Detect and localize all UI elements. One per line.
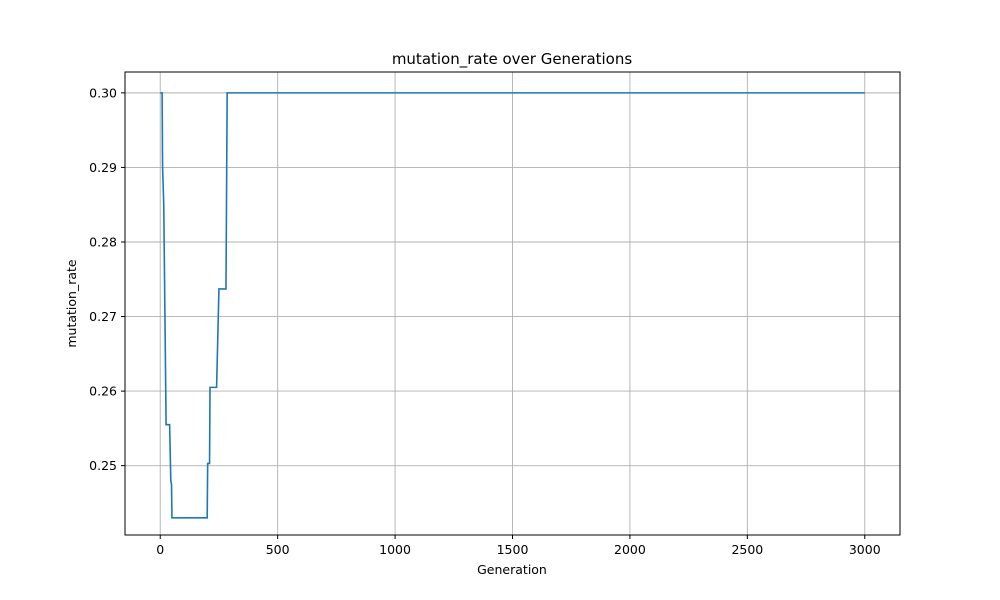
y-tick-label: 0.29 — [89, 160, 117, 175]
x-tick-label: 2500 — [731, 542, 763, 557]
x-tick-label: 3000 — [849, 542, 881, 557]
x-tick-label: 0 — [156, 542, 164, 557]
x-axis-label: Generation — [477, 562, 547, 577]
y-tick-label: 0.28 — [89, 234, 117, 249]
y-tick-label: 0.25 — [89, 458, 117, 473]
x-tick-label: 1000 — [379, 542, 411, 557]
x-tick-label: 2000 — [614, 542, 646, 557]
x-tick-label: 1500 — [497, 542, 529, 557]
y-tick-label: 0.27 — [89, 309, 117, 324]
x-tick-label: 500 — [266, 542, 290, 557]
tick-layer: 0 500 1000 1500 2000 2500 3000 0.25 0.26 0.27 0.28… — [89, 85, 881, 557]
grid-layer — [125, 72, 900, 535]
y-tick-label: 0.26 — [89, 384, 117, 399]
chart-title: mutation_rate over Generations — [392, 50, 633, 69]
series-layer — [160, 92, 865, 519]
series-line-0 — [160, 92, 865, 519]
y-tick-label: 0.30 — [89, 85, 117, 100]
y-axis-label: mutation_rate — [64, 259, 79, 348]
